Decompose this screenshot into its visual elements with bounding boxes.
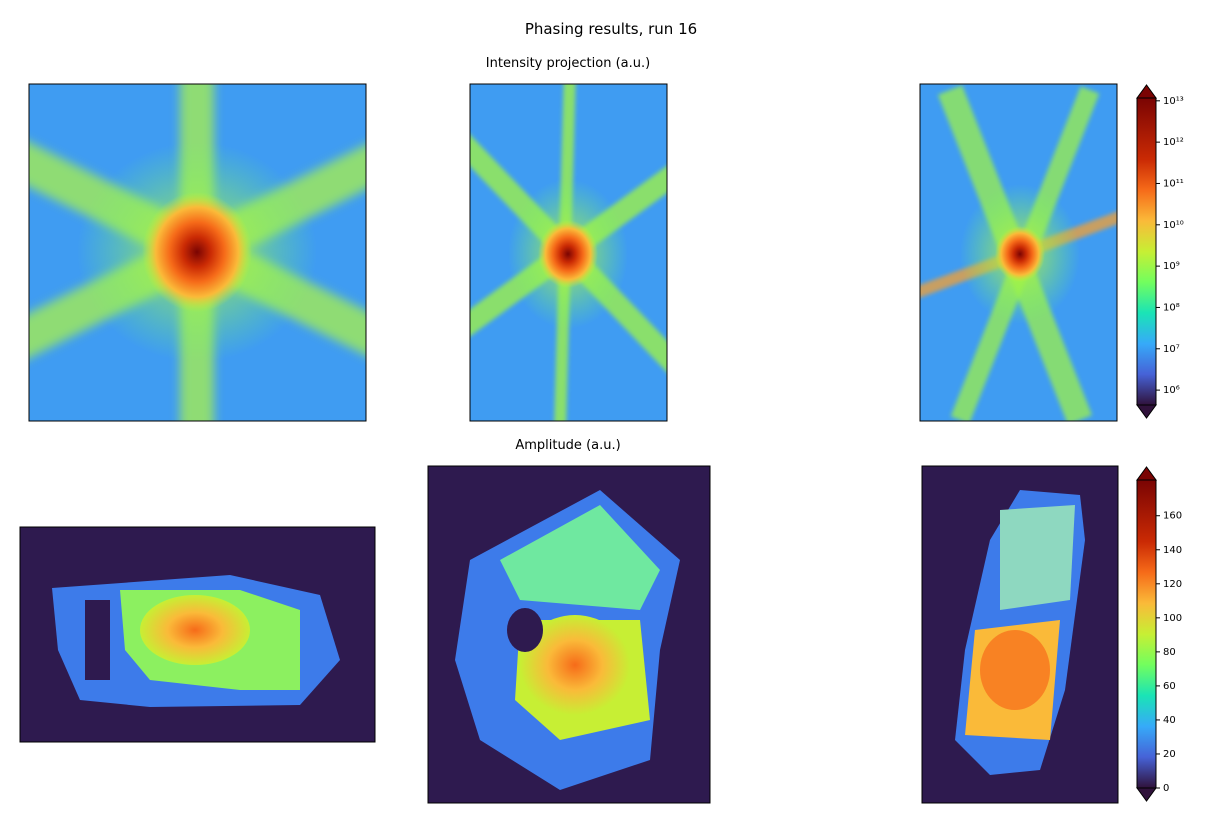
colorbar-tick-label: 40 (1163, 715, 1176, 726)
colorbar-tick-label: 10¹⁰ (1163, 220, 1184, 231)
colorbar-tick-label: 100 (1163, 613, 1182, 624)
colorbar-tick-label: 80 (1163, 647, 1176, 658)
colorbar-tick-label: 60 (1163, 681, 1176, 692)
colorbar-tick-label: 160 (1163, 511, 1182, 522)
colorbar-tick-label: 140 (1163, 545, 1182, 556)
colorbar-extend (1136, 84, 1157, 99)
amplitude-image (20, 527, 375, 742)
row-title: Intensity projection (a.u.) (486, 56, 650, 71)
colorbar-frame (1136, 479, 1157, 789)
row-title: Amplitude (a.u.) (515, 438, 620, 453)
colorbar-tick-label: 10¹³ (1163, 96, 1184, 107)
panel-frame (19, 526, 376, 743)
colorbar-tick-label: 10⁹ (1163, 261, 1180, 272)
colorbar-tick-label: 120 (1163, 579, 1182, 590)
colorbar-tick-label: 20 (1163, 749, 1176, 760)
amplitude-image (922, 466, 1118, 803)
colorbar-tick-label: 10¹² (1163, 137, 1184, 148)
colorbar-tick-label: 10⁸ (1163, 302, 1180, 313)
panel-frame (427, 465, 711, 804)
colorbar-extend (1136, 466, 1157, 481)
panel-frame (921, 465, 1119, 804)
intensity-image (29, 84, 366, 421)
colorbar (1137, 480, 1156, 788)
colorbar-frame (1136, 97, 1157, 406)
colorbar-tick-label: 10⁶ (1163, 385, 1180, 396)
intensity-image (470, 84, 667, 421)
colorbar-tick-label: 10⁷ (1163, 344, 1180, 355)
intensity-image (920, 84, 1117, 421)
amplitude-image (428, 466, 710, 803)
panel-frame (28, 83, 367, 422)
colorbar-tick-label: 10¹¹ (1163, 178, 1184, 189)
panel-frame (469, 83, 668, 422)
colorbar (1137, 98, 1156, 405)
colorbar-extend (1136, 404, 1157, 419)
colorbar-extend (1136, 787, 1157, 802)
figure-title: Phasing results, run 16 (525, 20, 697, 38)
colorbar-tick-label: 0 (1163, 783, 1169, 794)
panel-frame (919, 83, 1118, 422)
